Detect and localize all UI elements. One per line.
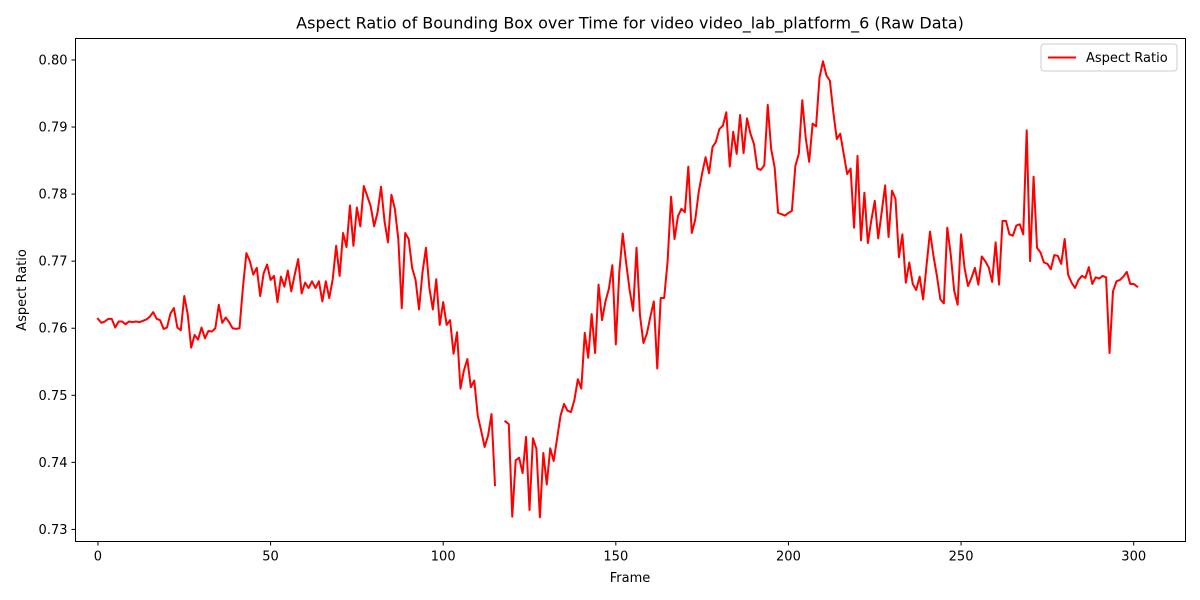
x-axis-ticks: 0 50 100 150 200 250 300 <box>94 541 1146 565</box>
x-tick-label: 0 <box>94 550 102 565</box>
legend-label-aspect-ratio: Aspect Ratio <box>1086 51 1168 66</box>
x-tick-label: 250 <box>949 550 974 565</box>
x-tick-label: 200 <box>776 550 801 565</box>
y-axis-ticks: 0.73 0.74 0.75 0.76 0.77 0.78 0.79 0.80 <box>39 53 76 538</box>
series-line-aspect-ratio-segment-1 <box>503 60 1139 519</box>
legend-box <box>1040 43 1178 72</box>
y-tick-label: 0.77 <box>39 255 68 270</box>
y-tick-label: 0.76 <box>39 322 68 337</box>
x-tick-label: 150 <box>603 550 628 565</box>
y-tick-label: 0.73 <box>39 523 68 538</box>
x-tick-label: 100 <box>431 550 456 565</box>
axes-frame <box>75 38 1186 542</box>
plot-area <box>75 38 1186 542</box>
y-axis-label: Aspect Ratio <box>15 249 30 331</box>
y-tick-label: 0.78 <box>39 188 68 203</box>
legend: Aspect Ratio <box>1040 43 1178 72</box>
y-tick-label: 0.79 <box>39 121 68 136</box>
y-tick-label: 0.80 <box>39 53 68 68</box>
series-layer <box>96 60 1139 519</box>
x-tick-label: 50 <box>262 550 279 565</box>
chart-title: Aspect Ratio of Bounding Box over Time f… <box>296 14 964 34</box>
y-tick-label: 0.74 <box>39 456 68 471</box>
y-tick-label: 0.75 <box>39 389 68 404</box>
x-axis-label: Frame <box>610 571 651 586</box>
x-tick-label: 300 <box>1121 550 1146 565</box>
series-line-aspect-ratio-segment-0 <box>96 185 497 487</box>
